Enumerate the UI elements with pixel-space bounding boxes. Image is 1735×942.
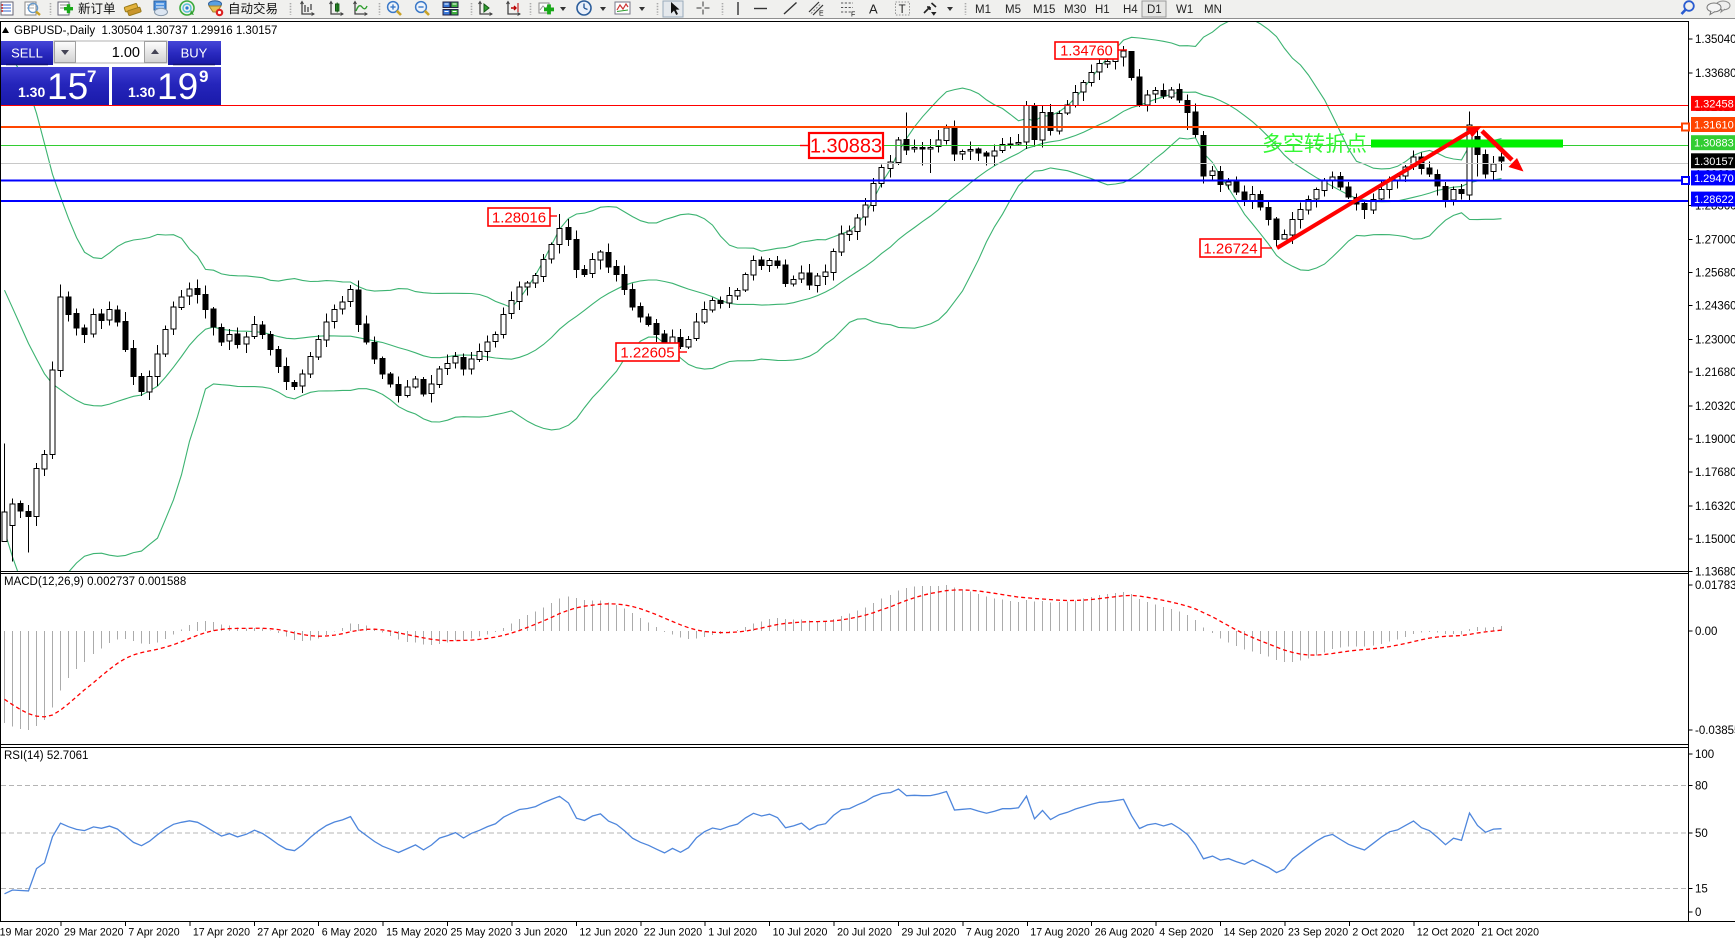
svg-text:GBPUSD-,Daily 1.30504 1.30737: GBPUSD-,Daily 1.30504 1.30737 1.29916 1.…: [14, 25, 277, 37]
svg-text:6 May 2020: 6 May 2020: [322, 927, 377, 939]
svg-text:7 Aug 2020: 7 Aug 2020: [966, 927, 1020, 939]
svg-text:1.16320: 1.16320: [1695, 501, 1735, 513]
svg-text:H1: H1: [1095, 4, 1110, 16]
svg-text:1.20320: 1.20320: [1695, 401, 1735, 413]
svg-text:26 Aug 2020: 26 Aug 2020: [1095, 927, 1155, 939]
svg-text:1.23000: 1.23000: [1695, 334, 1735, 346]
svg-text:1 Jul 2020: 1 Jul 2020: [708, 927, 757, 939]
svg-text:1.24360: 1.24360: [1695, 300, 1735, 312]
svg-text:新订单: 新订单: [78, 1, 116, 16]
svg-text:W1: W1: [1176, 4, 1193, 16]
svg-text:19: 19: [157, 66, 198, 107]
svg-text:1.30: 1.30: [18, 84, 45, 100]
svg-text:2 Oct 2020: 2 Oct 2020: [1352, 927, 1404, 939]
svg-text:BUY: BUY: [181, 46, 208, 61]
svg-text:1.00: 1.00: [112, 45, 140, 61]
svg-text:10 Jul 2020: 10 Jul 2020: [773, 927, 828, 939]
svg-text:14 Sep 2020: 14 Sep 2020: [1224, 927, 1284, 939]
svg-text:1.19000: 1.19000: [1695, 434, 1735, 446]
svg-text:1.17680: 1.17680: [1695, 467, 1735, 479]
svg-text:M5: M5: [1005, 4, 1021, 16]
svg-text:1.28016: 1.28016: [492, 209, 546, 226]
svg-text:H4: H4: [1123, 4, 1138, 16]
svg-text:1.30883: 1.30883: [810, 136, 882, 158]
svg-text:1.30883: 1.30883: [1694, 138, 1734, 150]
svg-text:100: 100: [1695, 749, 1714, 761]
svg-text:RSI(14) 52.7061: RSI(14) 52.7061: [4, 750, 88, 762]
svg-text:15: 15: [1695, 883, 1708, 895]
svg-text:1.13680: 1.13680: [1695, 567, 1735, 579]
svg-text:3 Jun 2020: 3 Jun 2020: [515, 927, 568, 939]
svg-text:19 Mar 2020: 19 Mar 2020: [0, 927, 59, 939]
svg-text:27 Apr 2020: 27 Apr 2020: [257, 927, 314, 939]
svg-text:1.25680: 1.25680: [1695, 267, 1735, 279]
svg-text:1.30157: 1.30157: [1694, 156, 1734, 168]
svg-text:-0.038559: -0.038559: [1695, 725, 1735, 737]
svg-text:17 Aug 2020: 17 Aug 2020: [1030, 927, 1090, 939]
svg-text:M30: M30: [1064, 4, 1086, 16]
svg-text:F: F: [851, 12, 855, 19]
svg-text:9: 9: [199, 67, 208, 86]
svg-text:29 Jul 2020: 29 Jul 2020: [902, 927, 957, 939]
svg-text:M15: M15: [1033, 4, 1055, 16]
svg-text:多空转折点: 多空转折点: [1262, 133, 1367, 156]
svg-text:7: 7: [87, 67, 96, 86]
svg-text:1.22605: 1.22605: [620, 344, 674, 361]
svg-text:23 Sep 2020: 23 Sep 2020: [1288, 927, 1348, 939]
svg-text:22 Jun 2020: 22 Jun 2020: [644, 927, 702, 939]
svg-text:1.30: 1.30: [128, 84, 155, 100]
svg-text:0.00: 0.00: [1695, 626, 1717, 638]
svg-text:1.34760: 1.34760: [1060, 44, 1112, 60]
svg-text:1.29470: 1.29470: [1694, 173, 1734, 185]
svg-text:自动交易: 自动交易: [228, 1, 278, 16]
svg-text:MN: MN: [1204, 4, 1222, 16]
svg-text:80: 80: [1695, 781, 1708, 793]
svg-text:A: A: [869, 2, 878, 17]
svg-text:21 Oct 2020: 21 Oct 2020: [1481, 927, 1539, 939]
svg-text:0.017833: 0.017833: [1695, 580, 1735, 592]
svg-text:SELL: SELL: [11, 46, 43, 61]
svg-text:1.27000: 1.27000: [1695, 235, 1735, 247]
svg-text:T: T: [899, 4, 906, 16]
svg-text:50: 50: [1695, 828, 1708, 840]
svg-text:1.21680: 1.21680: [1695, 367, 1735, 379]
svg-text:25 May 2020: 25 May 2020: [451, 927, 512, 939]
svg-text:M1: M1: [975, 4, 991, 16]
svg-text:4 Sep 2020: 4 Sep 2020: [1159, 927, 1213, 939]
svg-text:1.28622: 1.28622: [1694, 194, 1734, 206]
svg-text:0: 0: [1695, 907, 1701, 919]
svg-text:29 Mar 2020: 29 Mar 2020: [64, 927, 124, 939]
svg-text:15 May 2020: 15 May 2020: [386, 927, 447, 939]
svg-text:20 Jul 2020: 20 Jul 2020: [837, 927, 892, 939]
svg-text:12 Jun 2020: 12 Jun 2020: [579, 927, 637, 939]
svg-text:7 Apr 2020: 7 Apr 2020: [128, 927, 179, 939]
svg-text:MACD(12,26,9) 0.002737 0.00158: MACD(12,26,9) 0.002737 0.001588: [4, 576, 186, 588]
svg-text:E: E: [819, 11, 824, 18]
svg-text:1.35040: 1.35040: [1695, 34, 1735, 46]
svg-text:D1: D1: [1147, 4, 1162, 16]
svg-text:12 Oct 2020: 12 Oct 2020: [1417, 927, 1475, 939]
svg-text:1.31610: 1.31610: [1694, 120, 1734, 132]
svg-text:1.15000: 1.15000: [1695, 534, 1735, 546]
svg-text:1.26724: 1.26724: [1203, 240, 1257, 257]
svg-text:15: 15: [47, 66, 88, 107]
svg-text:17 Apr 2020: 17 Apr 2020: [193, 927, 250, 939]
svg-text:1.33680: 1.33680: [1695, 68, 1735, 80]
svg-text:1.32458: 1.32458: [1694, 98, 1734, 110]
